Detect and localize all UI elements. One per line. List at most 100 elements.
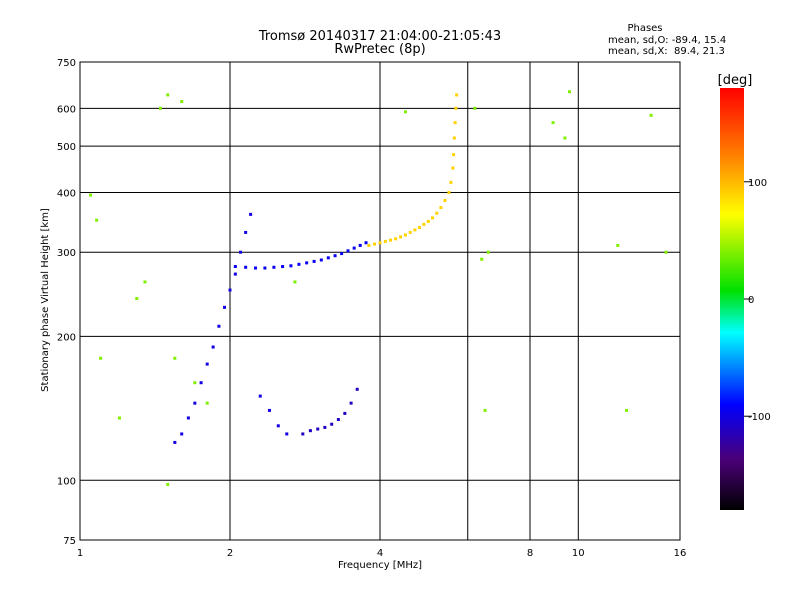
data-point — [211, 345, 215, 349]
data-point — [95, 218, 99, 222]
data-point — [346, 249, 350, 253]
data-point — [239, 250, 243, 254]
data-point — [228, 288, 232, 292]
data-point — [180, 100, 184, 104]
data-point — [244, 230, 248, 234]
data-point — [452, 136, 456, 140]
colorbar-tick-label: -100 — [748, 412, 771, 423]
data-point — [664, 250, 668, 254]
data-point — [399, 235, 403, 239]
y-axis-label: Stationary phase Virtual Height [km] — [40, 208, 51, 392]
data-point — [454, 106, 458, 110]
data-point — [297, 262, 301, 266]
data-point — [258, 394, 262, 398]
colorbar-label: [deg] — [718, 73, 753, 88]
gridlines — [80, 62, 680, 540]
data-point — [319, 258, 323, 262]
data-point — [293, 280, 297, 284]
data-point — [486, 250, 490, 254]
data-point — [316, 427, 320, 431]
data-point — [364, 241, 368, 245]
data-point — [289, 264, 293, 268]
colorbar-ticks: 100 0 -100 — [744, 178, 771, 423]
data-point — [373, 242, 377, 246]
data-point — [358, 243, 362, 247]
data-point — [336, 418, 340, 422]
y-tick-label: 400 — [57, 188, 76, 199]
chart-title: Tromsø 20140317 21:04:00-21:05:43 — [258, 29, 501, 44]
data-point — [249, 212, 253, 216]
data-point — [383, 239, 387, 243]
x-tick-label: 8 — [527, 548, 533, 559]
data-point — [281, 265, 285, 269]
y-tick-label: 200 — [57, 332, 76, 343]
y-tick-label: 600 — [57, 104, 76, 115]
x-tick-label: 4 — [377, 548, 383, 559]
data-point — [285, 432, 289, 436]
data-point — [567, 90, 571, 94]
stats-line-x: mean, sd,X: 89.4, 21.3 — [608, 46, 725, 57]
chart-subtitle: RwPretec (8p) — [334, 42, 425, 57]
x-tick-label: 2 — [227, 548, 233, 559]
data-point — [343, 411, 347, 415]
data-point — [563, 136, 567, 140]
stats-line-o: mean, sd,O: -89.4, 15.4 — [608, 35, 726, 46]
data-point — [451, 166, 455, 170]
data-point — [649, 113, 653, 117]
colorbar-gradient — [720, 88, 744, 510]
y-tick-label: 300 — [57, 248, 76, 259]
data-point — [135, 297, 139, 301]
data-point — [473, 106, 477, 110]
y-tick-label: 500 — [57, 142, 76, 153]
data-point — [426, 219, 430, 223]
data-point — [453, 121, 457, 125]
data-point — [352, 246, 356, 250]
data-point — [143, 280, 147, 284]
data-point — [301, 432, 305, 436]
data-point — [173, 356, 177, 360]
data-point — [435, 211, 439, 215]
colorbar-tick-label: 100 — [748, 178, 767, 189]
data-point — [305, 261, 309, 265]
data-point — [312, 259, 316, 263]
data-point — [551, 121, 555, 125]
data-point — [272, 265, 276, 269]
data-point — [253, 266, 257, 270]
data-point — [355, 387, 359, 391]
x-axis-ticks: 1 2 4 8 10 16 — [77, 548, 687, 559]
data-point — [413, 228, 417, 232]
stats-heading: Phases — [627, 23, 662, 34]
data-point — [263, 266, 267, 270]
x-axis-label: Frequency [MHz] — [338, 560, 422, 571]
data-point — [267, 408, 271, 412]
data-point — [455, 93, 459, 97]
data-point — [389, 238, 393, 242]
data-point — [378, 241, 382, 245]
data-point — [403, 110, 407, 114]
data-point — [326, 256, 330, 260]
data-points — [89, 90, 668, 486]
data-point — [417, 225, 421, 229]
y-axis-ticks: 75 100 200 300 400 500 600 750 — [57, 58, 76, 547]
data-point — [483, 408, 487, 412]
data-point — [367, 243, 371, 247]
y-tick-label: 750 — [57, 58, 76, 69]
data-point — [625, 408, 629, 412]
data-point — [205, 401, 209, 405]
data-point — [431, 216, 435, 220]
data-point — [333, 254, 337, 258]
data-point — [349, 401, 353, 405]
data-point — [193, 401, 197, 405]
data-point — [166, 93, 170, 97]
y-tick-label: 100 — [57, 476, 76, 487]
y-tick-label: 75 — [63, 536, 76, 547]
data-point — [205, 362, 209, 366]
data-point — [223, 305, 227, 309]
x-tick-label: 1 — [77, 548, 83, 559]
colorbar: [deg] 100 0 -100 — [718, 73, 771, 510]
data-point — [276, 424, 280, 428]
data-point — [173, 440, 177, 444]
data-point — [244, 265, 248, 269]
data-point — [186, 416, 190, 420]
